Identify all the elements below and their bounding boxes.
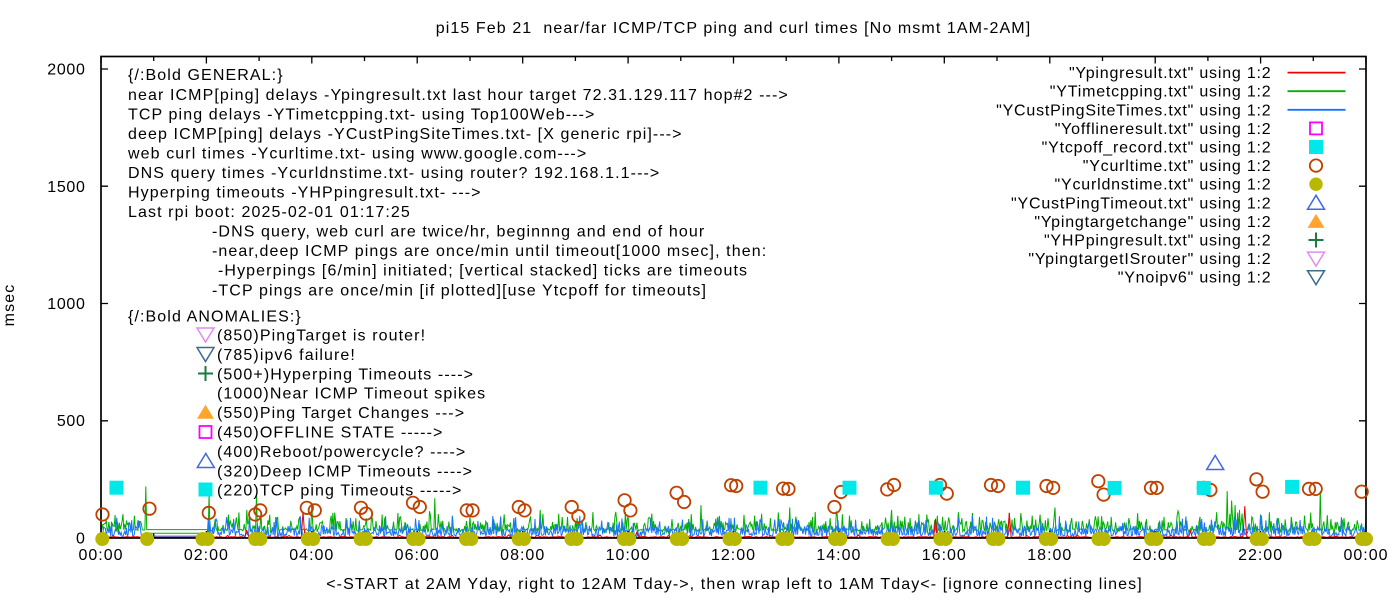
svg-text:(1000)Near ICMP Timeout spikes: (1000)Near ICMP Timeout spikes [217,386,486,403]
svg-text:"Ypingtargetchange" using 1:2: "Ypingtargetchange" using 1:2 [1034,214,1271,231]
svg-text:1000: 1000 [47,296,85,313]
svg-text:Hyperping timeouts -YHPpingres: Hyperping timeouts -YHPpingresult.txt- -… [128,185,482,202]
svg-text:-near,deep ICMP pings are once: -near,deep ICMP pings are once/min until… [212,243,767,260]
svg-text:"Yofflineresult.txt" using 1:2: "Yofflineresult.txt" using 1:2 [1055,121,1272,138]
svg-text:DNS query times -Ycurldnstime.: DNS query times -Ycurldnstime.txt- using… [128,165,660,182]
svg-text:2000: 2000 [47,62,85,79]
svg-text:(500+)Hyperping Timeouts ---->: (500+)Hyperping Timeouts ----> [217,366,474,383]
svg-text:12:00: 12:00 [711,547,756,564]
svg-text:(785)ipv6 failure!: (785)ipv6 failure! [217,347,356,364]
svg-text:14:00: 14:00 [816,547,861,564]
svg-text:"YTimetcpping.txt" using 1:2: "YTimetcpping.txt" using 1:2 [1050,84,1272,101]
svg-text:1500: 1500 [47,179,85,196]
svg-text:"YpingtargetISrouter" using 1:: "YpingtargetISrouter" using 1:2 [1028,251,1271,268]
svg-text:{/:Bold GENERAL:}: {/:Bold GENERAL:} [128,67,284,84]
svg-text:(320)Deep ICMP Timeouts ---->: (320)Deep ICMP Timeouts ----> [217,463,473,480]
svg-text:22:00: 22:00 [1238,547,1283,564]
svg-text:02:00: 02:00 [184,547,229,564]
svg-text:00:00: 00:00 [78,547,123,564]
svg-text:(400)Reboot/powercycle? ---->: (400)Reboot/powercycle? ----> [217,444,466,461]
svg-text:06:00: 06:00 [395,547,440,564]
svg-text:(850)PingTarget is router!: (850)PingTarget is router! [217,328,426,345]
svg-text:(550)Ping Target Changes --->: (550)Ping Target Changes ---> [217,405,465,422]
svg-text:"YHPpingresult.txt" using 1:2: "YHPpingresult.txt" using 1:2 [1044,233,1272,250]
svg-text:msec: msec [1,284,18,327]
svg-text:TCP ping delays -YTimetcpping.: TCP ping delays -YTimetcpping.txt- using… [128,106,595,123]
svg-text:08:00: 08:00 [500,547,545,564]
svg-text:-DNS query, web curl are twice: -DNS query, web curl are twice/hr, begin… [212,224,705,241]
svg-text:deep ICMP[ping] delays -YCustP: deep ICMP[ping] delays -YCustPingSiteTim… [128,126,683,143]
svg-text:<-START at 2AM Yday, right to: <-START at 2AM Yday, right to 12AM Tday-… [326,576,1143,593]
svg-text:"Ypingresult.txt" using 1:2: "Ypingresult.txt" using 1:2 [1069,65,1272,82]
svg-text:web curl times -Ycurltime.txt-: web curl times -Ycurltime.txt- using www… [127,145,587,162]
svg-text:"Ycurldnstime.txt" using 1:2: "Ycurldnstime.txt" using 1:2 [1055,177,1272,194]
svg-text:"Ycurltime.txt" using 1:2: "Ycurltime.txt" using 1:2 [1083,158,1272,175]
svg-text:18:00: 18:00 [1027,547,1072,564]
svg-text:{/:Bold ANOMALIES:}: {/:Bold ANOMALIES:} [128,309,302,326]
svg-text:(450)OFFLINE STATE ----->: (450)OFFLINE STATE -----> [217,425,443,442]
svg-text:(220)TCP ping Timeouts ----->: (220)TCP ping Timeouts -----> [217,483,462,500]
svg-text:16:00: 16:00 [922,547,967,564]
svg-text:0: 0 [76,531,86,548]
svg-text:04:00: 04:00 [289,547,334,564]
svg-text:00:00: 00:00 [1343,547,1388,564]
svg-text:near ICMP[ping] delays -Ypingr: near ICMP[ping] delays -Ypingresult.txt … [128,87,789,104]
svg-text:"Ytcpoff_record.txt" using 1:2: "Ytcpoff_record.txt" using 1:2 [1042,140,1272,157]
svg-text:10:00: 10:00 [606,547,651,564]
svg-text:"YCustPingSiteTimes.txt" using: "YCustPingSiteTimes.txt" using 1:2 [996,102,1271,119]
svg-text:Last rpi boot: 2025-02-01 01:1: Last rpi boot: 2025-02-01 01:17:25 [128,204,411,221]
svg-text:"YCustPingTimeout.txt" using 1: "YCustPingTimeout.txt" using 1:2 [1011,195,1271,212]
svg-text:20:00: 20:00 [1133,547,1178,564]
svg-text:-Hyperpings [6/min] initiated;: -Hyperpings [6/min] initiated; [vertical… [218,263,748,280]
svg-text:-TCP pings are once/min [if pl: -TCP pings are once/min [if plotted][use… [212,282,707,299]
svg-text:pi15 Feb 21 near/far ICMP/TCP: pi15 Feb 21 near/far ICMP/TCP ping and c… [436,20,1032,37]
svg-text:"Ynoipv6" using 1:2: "Ynoipv6" using 1:2 [1118,270,1272,287]
svg-text:500: 500 [57,413,86,430]
